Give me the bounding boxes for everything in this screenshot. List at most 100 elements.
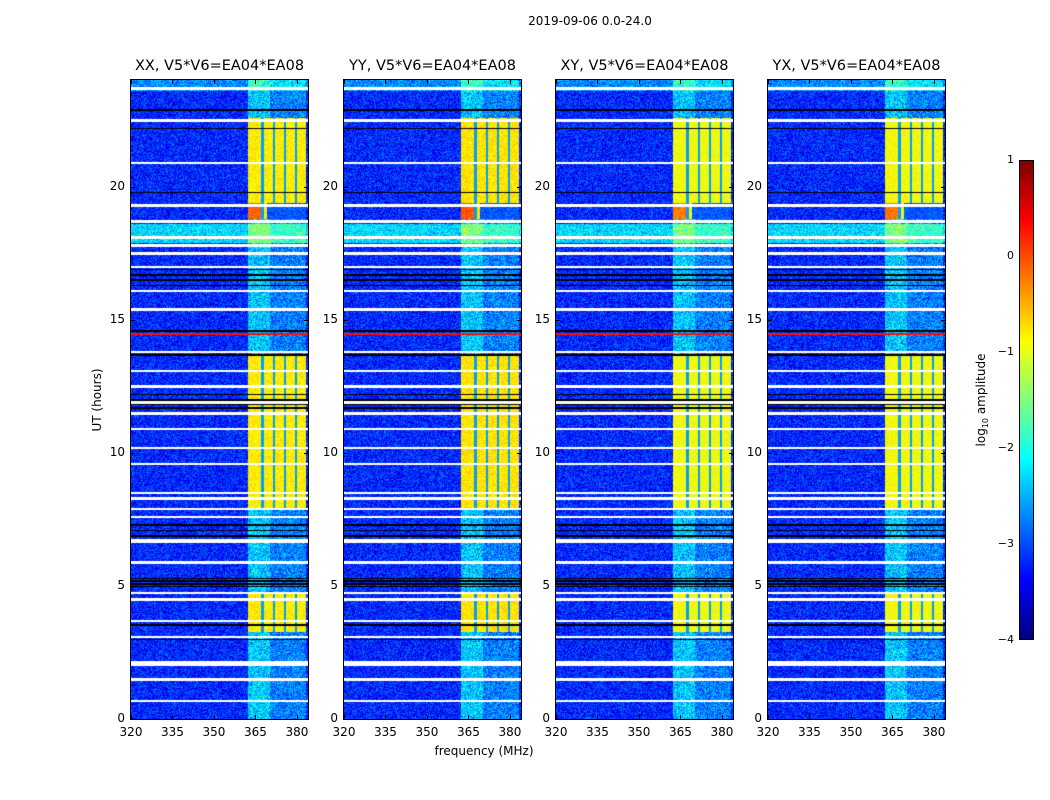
x-tick-mark: [933, 715, 935, 719]
x-tick-label: 350: [415, 725, 439, 739]
y-tick-mark: [131, 319, 135, 321]
x-tick-mark: [850, 80, 852, 84]
x-tick-mark: [509, 80, 511, 84]
y-tick-mark: [517, 585, 521, 587]
x-tick-label: 320: [756, 725, 780, 739]
figure-title: 2019-09-06 0.0-24.0: [528, 14, 652, 28]
y-tick-mark: [556, 452, 560, 454]
x-tick-mark: [468, 80, 470, 84]
x-tick-mark: [172, 715, 174, 719]
x-tick-mark: [556, 80, 557, 84]
y-tick-label: 20: [746, 178, 762, 193]
x-tick-mark: [680, 715, 682, 719]
heatmap-image: [768, 80, 945, 719]
y-tick-mark: [729, 719, 733, 720]
x-tick-mark: [509, 715, 511, 719]
y-tick-mark: [131, 585, 135, 587]
y-tick-mark: [768, 186, 772, 188]
x-tick-mark: [638, 80, 640, 84]
x-tick-mark: [892, 715, 894, 719]
x-tick-label: 365: [244, 725, 267, 739]
x-tick-mark: [933, 80, 935, 84]
x-tick-mark: [809, 80, 811, 84]
x-tick-label: 365: [881, 725, 904, 739]
x-tick-label: 335: [374, 725, 397, 739]
x-tick-mark: [296, 715, 298, 719]
y-tick-mark: [729, 186, 733, 188]
y-tick-label: 0: [330, 711, 338, 725]
heatmap-image: [344, 80, 521, 719]
panel-title: YX, V5*V6=EA04*EA08: [772, 58, 941, 74]
panel-title: YY, V5*V6=EA04*EA08: [349, 58, 516, 74]
x-tick-label: 335: [586, 725, 609, 739]
colorbar-tick-label: 0: [1007, 249, 1014, 262]
colorbar-tick-label: 1: [1007, 153, 1014, 166]
y-tick-label: 20: [322, 178, 338, 193]
x-tick-mark: [255, 715, 257, 719]
y-tick-mark: [344, 186, 348, 188]
y-tick-mark: [768, 452, 772, 454]
x-tick-mark: [255, 80, 257, 84]
panel-title: XX, V5*V6=EA04*EA08: [134, 58, 305, 74]
x-tick-mark: [131, 715, 132, 719]
x-tick-mark: [213, 80, 215, 84]
y-tick-mark: [941, 719, 945, 720]
x-tick-mark: [768, 80, 769, 84]
y-tick-mark: [517, 186, 521, 188]
y-tick-mark: [344, 319, 348, 321]
x-tick-mark: [638, 715, 640, 719]
y-tick-label: 5: [330, 577, 338, 592]
y-tick-label: 5: [542, 577, 550, 592]
x-tick-mark: [468, 715, 470, 719]
x-tick-mark: [597, 715, 599, 719]
x-tick-label: 365: [457, 725, 480, 739]
x-tick-label: 365: [669, 725, 692, 739]
y-tick-mark: [304, 186, 308, 188]
x-tick-label: 380: [285, 725, 309, 739]
y-tick-mark: [131, 719, 135, 720]
heatmap-image: [556, 80, 733, 719]
y-tick-label: 0: [542, 711, 550, 725]
x-tick-mark: [721, 715, 723, 719]
x-tick-label: 350: [627, 725, 651, 739]
waterfall-panel-1: XX, V5*V6=EA04*EA08 320 335 350 365 380 0 5 10 15…: [110, 58, 309, 739]
y-tick-label: 20: [534, 178, 550, 193]
y-tick-label: 5: [754, 577, 762, 592]
x-tick-label: 380: [710, 725, 734, 739]
y-tick-mark: [556, 186, 560, 188]
y-tick-label: 15: [746, 311, 762, 326]
y-tick-mark: [729, 319, 733, 321]
x-tick-label: 320: [119, 725, 143, 739]
x-tick-mark: [768, 715, 769, 719]
y-tick-mark: [768, 719, 772, 720]
y-tick-mark: [941, 452, 945, 454]
x-tick-mark: [344, 80, 345, 84]
y-tick-mark: [304, 719, 308, 720]
y-tick-label: 15: [534, 311, 550, 326]
y-tick-label: 10: [109, 444, 125, 459]
x-tick-label: 380: [498, 725, 522, 739]
x-tick-label: 350: [839, 725, 863, 739]
x-axis-label: frequency (MHz): [434, 744, 534, 758]
colorbar-tick-label: −4: [997, 633, 1014, 646]
y-tick-mark: [729, 452, 733, 454]
x-tick-label: 350: [202, 725, 226, 739]
x-tick-mark: [131, 80, 132, 84]
y-tick-mark: [517, 452, 521, 454]
y-tick-label: 20: [109, 178, 125, 193]
y-tick-mark: [729, 585, 733, 587]
x-tick-mark: [213, 715, 215, 719]
x-tick-label: 320: [544, 725, 568, 739]
x-tick-label: 380: [922, 725, 946, 739]
y-axis-label: UT (hours): [90, 368, 104, 432]
y-tick-mark: [131, 186, 135, 188]
x-tick-mark: [597, 80, 599, 84]
y-tick-mark: [304, 585, 308, 587]
x-tick-mark: [344, 715, 345, 719]
y-tick-mark: [304, 452, 308, 454]
y-tick-label: 10: [746, 444, 762, 459]
y-tick-label: 10: [534, 444, 550, 459]
waterfall-panel-4: YX, V5*V6=EA04*EA08 320 335 350 365 380 0 5 10 15…: [747, 58, 946, 739]
heatmap-image: [131, 80, 308, 719]
